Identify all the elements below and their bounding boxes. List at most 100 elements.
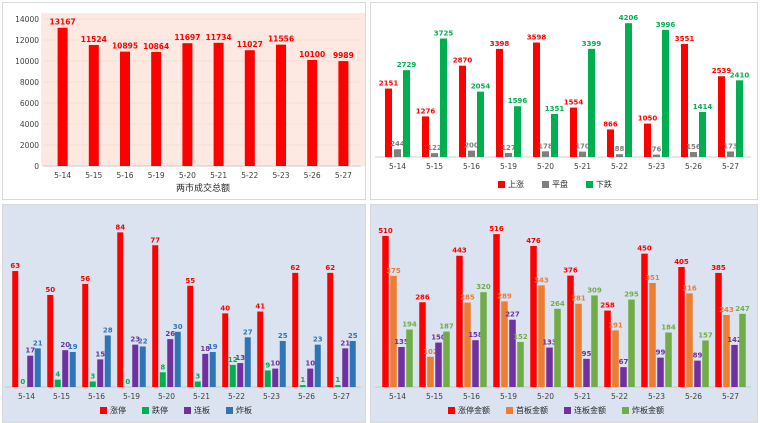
y-tick-label: 10000	[15, 57, 39, 66]
data-label: 40	[220, 304, 230, 312]
data-label: 866	[603, 120, 618, 128]
data-label: 67	[619, 358, 629, 366]
data-label: 122	[427, 144, 442, 152]
data-label: 295	[624, 291, 639, 299]
data-label: 102	[423, 348, 438, 356]
data-label: 17	[25, 347, 35, 355]
bar-涨停金额	[530, 245, 537, 387]
data-label: 76	[652, 146, 662, 154]
data-label: 1351	[545, 105, 565, 113]
data-label: 316	[682, 284, 697, 292]
bar-涨停金额	[419, 302, 426, 387]
data-label: 320	[476, 283, 491, 291]
data-label: 1050	[638, 115, 658, 123]
x-tick-label: 5-27	[722, 392, 739, 401]
data-label: 3598	[527, 34, 547, 42]
data-label: 2729	[397, 61, 417, 69]
bar-value	[213, 42, 224, 166]
panel-advance-decline: 2151 244 2729 5-14 1276 122 3725 5-15 2870 200 205…	[370, 2, 758, 200]
bar-平盘	[468, 150, 475, 157]
bar-下跌	[440, 38, 447, 157]
legend-swatch	[498, 181, 505, 188]
data-label: 95	[582, 350, 592, 358]
x-tick-label: 5-19	[123, 392, 140, 401]
x-tick-label: 5-27	[335, 171, 352, 180]
data-label: 2410	[730, 71, 750, 79]
data-label: 264	[550, 300, 565, 308]
bar-炸板金额	[665, 332, 672, 387]
data-label: 21	[340, 339, 350, 347]
data-label: 62	[290, 264, 300, 272]
data-label: 152	[513, 333, 528, 341]
data-label: 150	[431, 334, 446, 342]
data-label: 3996	[656, 21, 676, 29]
x-tick-label: 5-20	[537, 162, 554, 171]
bar-平盘	[394, 149, 401, 157]
data-label: 194	[402, 321, 417, 329]
bar-涨停金额	[493, 234, 500, 387]
bar-炸板	[244, 337, 251, 387]
bar-炸板金额	[517, 341, 524, 387]
data-label: 15	[95, 350, 105, 358]
data-label: 10	[305, 360, 315, 368]
data-label: 88	[615, 145, 625, 153]
bar-炸板金额	[406, 329, 413, 387]
x-tick-label: 5-21	[574, 162, 591, 171]
x-tick-label: 5-19	[500, 162, 517, 171]
bar-上涨	[459, 65, 466, 157]
bar-下跌	[551, 114, 558, 157]
data-label: 1	[335, 376, 340, 384]
bar-连板金额	[694, 360, 701, 387]
data-label: 13167	[50, 18, 76, 27]
bar-涨停金额	[382, 235, 389, 387]
data-label: 18	[200, 345, 210, 353]
legend-swatch	[184, 407, 191, 414]
x-tick-label: 5-22	[241, 171, 258, 180]
data-label: 243	[719, 306, 734, 314]
data-label: 191	[608, 321, 623, 329]
bar-涨停	[117, 232, 124, 387]
bar-value	[338, 61, 349, 166]
data-label: 258	[600, 302, 615, 310]
x-tick-label: 5-23	[272, 171, 289, 180]
bar-涨停	[257, 311, 264, 387]
bar-首板金额	[464, 302, 471, 387]
data-label: 3725	[434, 29, 454, 37]
x-tick-label: 5-26	[298, 392, 315, 401]
data-label: 77	[150, 236, 160, 244]
bar-连板金额	[435, 342, 442, 387]
bar-涨停	[292, 272, 299, 387]
bar-涨停	[82, 283, 89, 387]
data-label: 0	[125, 378, 130, 386]
x-tick-label: 5-21	[210, 171, 227, 180]
legend-label: 涨停	[110, 405, 126, 415]
data-label: 55	[185, 277, 195, 285]
bar-首板金额	[575, 303, 582, 387]
chart-advance-decline: 2151 244 2729 5-14 1276 122 3725 5-15 2870 200 205…	[375, 14, 751, 189]
bar-跌停	[159, 372, 166, 387]
bar-涨停金额	[678, 267, 685, 387]
bar-跌停	[54, 379, 61, 387]
bar-上涨	[607, 129, 614, 157]
bar-连板	[342, 348, 349, 387]
data-label: 28	[103, 326, 113, 334]
data-label: 376	[563, 267, 578, 275]
y-tick-label: 0	[34, 162, 39, 171]
bar-跌停	[264, 370, 271, 387]
data-label: 2151	[379, 80, 399, 88]
x-tick-label: 5-14	[389, 392, 406, 401]
data-label: 41	[255, 303, 265, 311]
bar-涨停金额	[604, 310, 611, 387]
bar-上涨	[718, 76, 725, 157]
data-label: 9	[265, 361, 270, 369]
x-tick-label: 5-20	[158, 392, 175, 401]
data-label: 133	[542, 339, 557, 347]
data-label: 157	[698, 331, 713, 339]
data-label: 289	[497, 292, 512, 300]
bar-炸板	[34, 348, 41, 387]
x-tick-label: 5-15	[85, 171, 102, 180]
data-label: 3398	[490, 40, 510, 48]
legend-swatch	[448, 407, 455, 414]
bar-首板金额	[390, 275, 397, 387]
data-label: 158	[468, 331, 483, 339]
